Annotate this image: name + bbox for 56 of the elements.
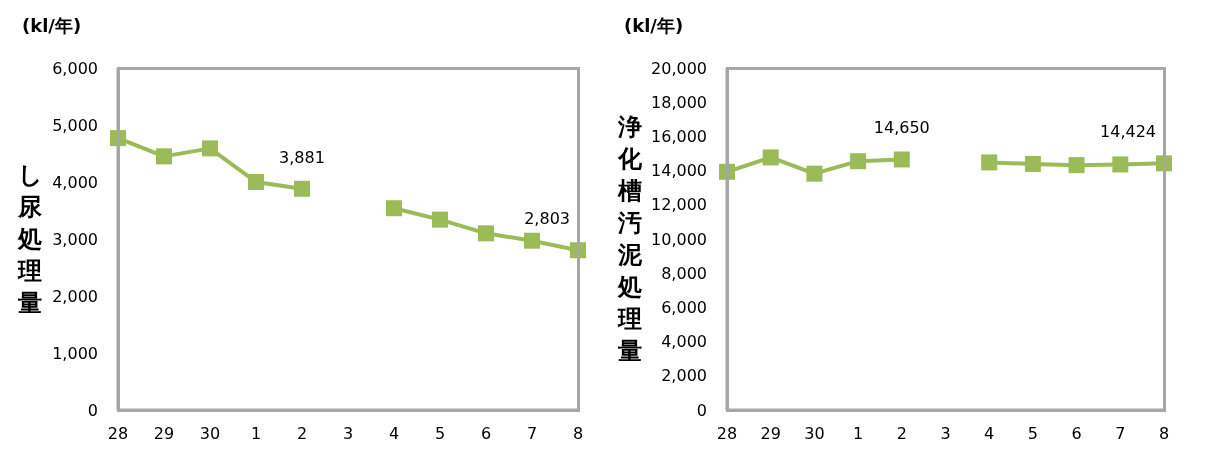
y-tick-label: 4,000: [661, 332, 707, 352]
y-tick-label: 1,000: [52, 343, 98, 363]
point: [478, 225, 494, 242]
x-tick-label: 3: [940, 424, 951, 444]
x-tick-label: 6: [480, 424, 492, 444]
data-label: 14,424: [1100, 122, 1156, 142]
point: [248, 174, 264, 190]
x-tick-label: 4: [388, 424, 400, 444]
x-tick-label: 1: [250, 424, 262, 444]
x-tick-label: 30: [804, 424, 825, 444]
x-tick-label: 30: [199, 424, 221, 444]
y-tick-label: 6,000: [661, 298, 707, 318]
y-tick-label: 5,000: [52, 115, 98, 135]
x-tick-label: 29: [760, 424, 781, 444]
point: [524, 232, 540, 249]
y-tick-label: 16,000: [651, 127, 707, 147]
x-tick-label: 28: [107, 424, 129, 444]
y-tick-label: 18,000: [651, 92, 707, 112]
point: [156, 148, 172, 165]
text: (kl/年): [624, 14, 684, 38]
y-tick-label: 0: [696, 400, 707, 420]
y-tick-label: 2,000: [52, 286, 98, 306]
point: [386, 200, 402, 217]
y-tick-label: 3,000: [52, 229, 98, 249]
point: [432, 211, 448, 228]
x-tick-label: 28: [716, 424, 738, 444]
x-tick-label: 7: [1115, 424, 1126, 444]
x-tick-label: 2: [896, 424, 907, 444]
y-tick-label: 20,000: [651, 58, 707, 78]
y-tick-label: 2,000: [661, 366, 707, 386]
y-axis-title: し尿処理量: [17, 161, 43, 317]
y-tick-label: 14,000: [651, 161, 707, 181]
x-tick-label: 2: [296, 424, 308, 444]
data-label: 2,803: [524, 209, 570, 229]
data-label: 3,881: [279, 147, 325, 167]
x-tick-label: 3: [342, 424, 354, 444]
text: (kl/年): [22, 14, 82, 38]
x-tick-label: 29: [153, 424, 175, 444]
y-tick-label: 8,000: [661, 263, 707, 283]
y-tick-label: 12,000: [651, 195, 707, 215]
point: [294, 180, 310, 197]
y-tick-label: 4,000: [52, 172, 98, 192]
point: [202, 140, 218, 157]
x-tick-label: 8: [572, 424, 584, 444]
x-tick-label: 5: [434, 424, 446, 444]
x-tick-label: 8: [1158, 424, 1170, 444]
x-tick-label: 1: [853, 424, 864, 444]
x-tick-label: 5: [1027, 424, 1038, 444]
y-tick-label: 0: [87, 400, 98, 420]
y-tick-label: 6,000: [52, 58, 98, 78]
x-tick-label: 6: [1071, 424, 1082, 444]
x-tick-label: 7: [526, 424, 538, 444]
y-axis-title: 浄化槽汚泥処理量: [617, 113, 643, 365]
data-label: 14,650: [873, 118, 930, 138]
y-tick-label: 10,000: [651, 229, 707, 249]
x-tick-label: 4: [984, 424, 995, 444]
